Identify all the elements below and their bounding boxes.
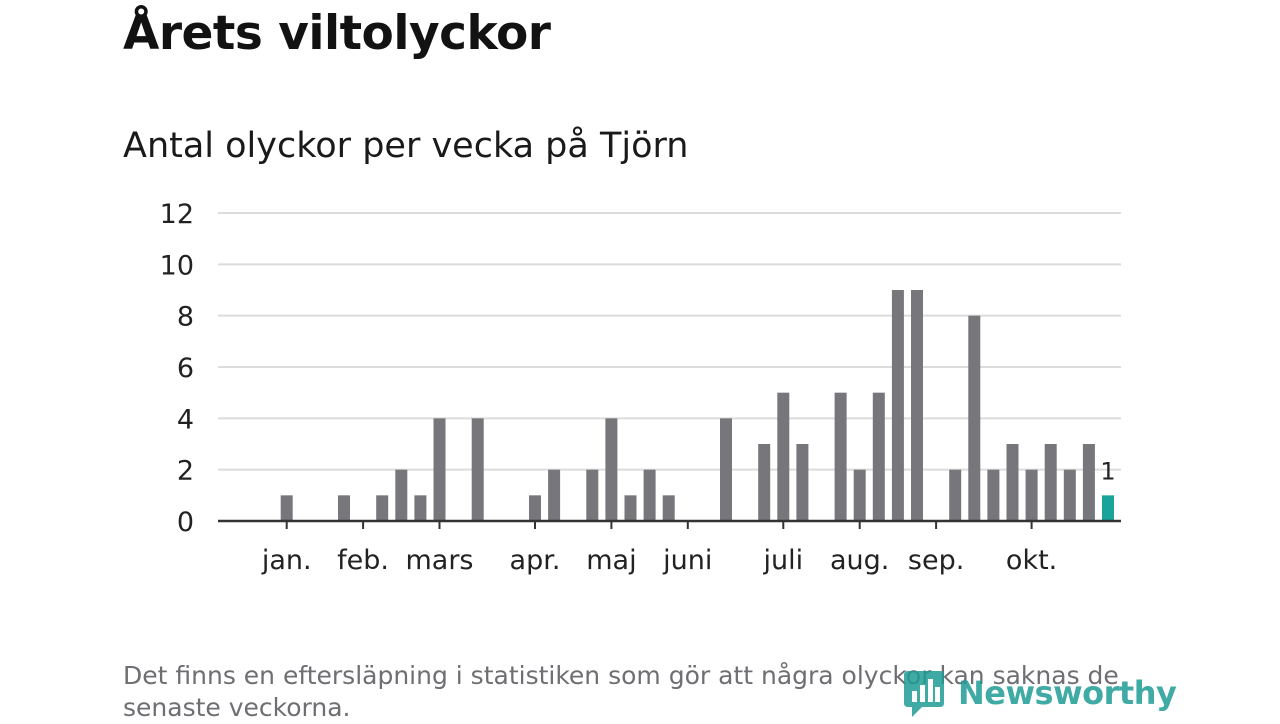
bar	[376, 495, 389, 521]
bar	[471, 418, 484, 521]
bar	[1044, 444, 1057, 521]
bar	[1006, 444, 1019, 521]
bar	[643, 469, 656, 521]
x-tick-label: maj	[586, 545, 636, 576]
bar	[796, 444, 809, 521]
highlight-bar	[1102, 495, 1114, 521]
bar	[414, 495, 427, 521]
y-tick-label: 10	[160, 250, 194, 281]
bar	[395, 469, 408, 521]
x-tick-label: okt.	[1006, 545, 1057, 576]
bar	[1025, 469, 1038, 521]
y-tick-label: 2	[177, 456, 194, 487]
logo-text: Newsworthy	[958, 674, 1177, 712]
y-tick-label: 6	[177, 353, 194, 384]
x-tick-label: juli	[762, 545, 803, 576]
bar	[853, 469, 866, 521]
newsworthy-logo[interactable]: Newsworthy	[902, 666, 1177, 720]
bar	[624, 495, 637, 521]
x-tick-label: aug.	[830, 545, 889, 576]
x-tick-label: apr.	[510, 545, 561, 576]
bar	[338, 495, 350, 521]
bar	[280, 495, 293, 521]
x-tick-label: mars	[405, 545, 473, 576]
bar	[777, 392, 790, 521]
bar	[834, 392, 847, 521]
y-tick-label: 0	[177, 507, 194, 538]
y-tick-label: 4	[177, 404, 194, 435]
chart-title: Årets viltolyckor	[123, 6, 551, 61]
bar	[662, 495, 675, 521]
bar	[987, 469, 1000, 521]
bar	[548, 469, 561, 521]
y-tick-label: 12	[160, 199, 194, 230]
y-tick-label: 8	[177, 302, 194, 333]
chart-subtitle: Antal olyckor per vecka på Tjörn	[123, 126, 689, 166]
x-tick-label: sep.	[908, 545, 964, 576]
footnote: Det finns en eftersläpning i statistiken…	[123, 661, 1119, 722]
bar	[605, 418, 618, 521]
bar	[758, 444, 771, 521]
data-label: 1	[1100, 457, 1115, 485]
bar	[720, 418, 732, 521]
bar	[891, 290, 904, 521]
bar	[1063, 469, 1076, 521]
bar	[872, 392, 885, 521]
bar	[433, 418, 446, 521]
x-tick-label: jan.	[261, 545, 312, 576]
bar	[1082, 444, 1095, 521]
x-tick-label: feb.	[337, 545, 389, 576]
bar	[586, 469, 599, 521]
bar	[949, 469, 962, 521]
bar	[529, 495, 541, 521]
bar	[968, 315, 981, 521]
x-tick-label: juni	[662, 545, 712, 576]
newsworthy-logo-icon	[904, 671, 944, 717]
bar	[911, 290, 923, 521]
